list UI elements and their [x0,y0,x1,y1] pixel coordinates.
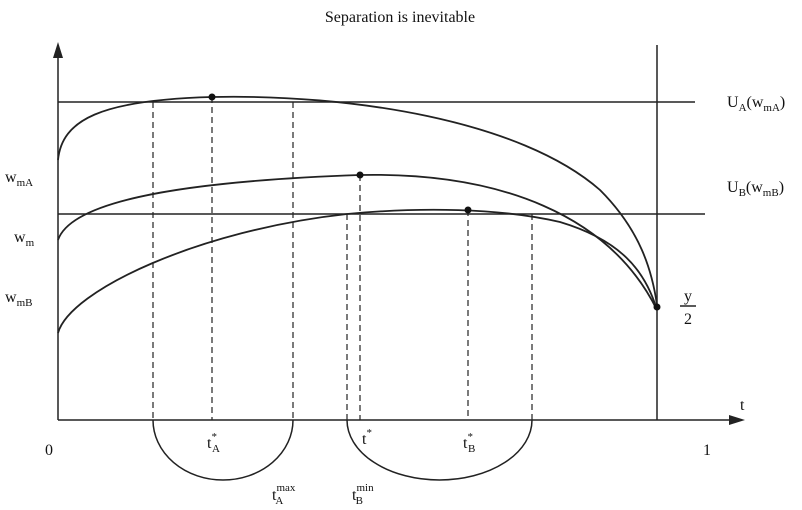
ua-label: UA(wmA) [727,94,785,114]
curve-m [57,173,658,311]
bracket-a [152,419,294,481]
w-mb-label: wmB [5,289,32,309]
origin-label: 0 [45,442,53,459]
bracket-b [346,419,533,481]
t-star: t* [362,427,372,448]
t-star-a: t* A [207,431,220,455]
curve-b [57,208,658,334]
ub-label: UB(wmB) [727,179,784,199]
x-arrow [729,415,745,425]
y-arrow [53,42,63,58]
t-min-b: tmin B [352,482,374,507]
fraction-den: 2 [684,311,692,328]
t-max-a: tmax A [272,482,296,507]
dot [653,303,661,311]
dot [356,171,364,179]
t-label: t [740,397,745,414]
curve-a [57,95,658,306]
one-label: 1 [703,442,711,459]
w-ma-label: wmA [5,169,33,189]
fraction-num: y [684,288,692,305]
t-star-b: t* B [463,431,475,455]
title: Separation is inevitable [325,9,475,26]
dot [208,93,216,101]
w-m-label: wm [14,229,35,249]
dot [464,206,472,214]
